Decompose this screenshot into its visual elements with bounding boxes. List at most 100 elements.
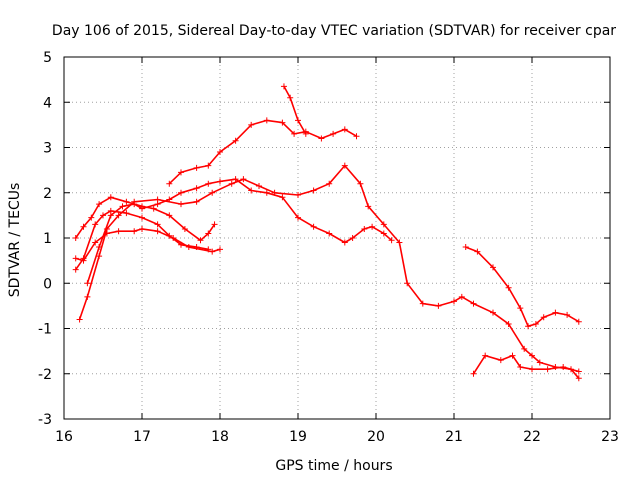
data-point bbox=[178, 169, 184, 176]
data-point bbox=[470, 370, 477, 377]
data-point bbox=[560, 363, 567, 370]
data-point bbox=[123, 198, 130, 205]
data-point bbox=[279, 119, 286, 126]
data-point bbox=[310, 223, 317, 230]
data-point bbox=[154, 201, 161, 208]
data-point bbox=[92, 239, 99, 246]
data-point bbox=[154, 221, 161, 228]
data-point bbox=[178, 241, 184, 248]
data-point bbox=[490, 264, 496, 271]
data-point bbox=[263, 189, 270, 196]
series-track-e bbox=[84, 176, 395, 287]
data-point bbox=[540, 314, 547, 321]
data-point bbox=[232, 176, 239, 183]
data-point bbox=[330, 130, 337, 137]
data-point bbox=[462, 244, 469, 251]
data-point bbox=[419, 300, 426, 307]
data-point bbox=[139, 225, 145, 232]
data-point bbox=[505, 284, 512, 291]
y-tick-label: 5 bbox=[43, 50, 52, 66]
data-point bbox=[72, 235, 79, 241]
data-point bbox=[369, 223, 376, 230]
data-point bbox=[302, 130, 309, 137]
data-point bbox=[96, 201, 103, 208]
data-point bbox=[166, 232, 173, 239]
series-line bbox=[465, 246, 580, 328]
data-point bbox=[341, 126, 348, 133]
data-point bbox=[193, 244, 200, 251]
data-point bbox=[326, 180, 333, 187]
data-point bbox=[209, 248, 216, 255]
data-point bbox=[575, 375, 582, 382]
series-track-b bbox=[72, 225, 223, 264]
data-point bbox=[291, 130, 298, 137]
data-point bbox=[115, 212, 122, 219]
data-point bbox=[154, 228, 161, 235]
y-tick-label: 1 bbox=[43, 231, 52, 247]
data-point bbox=[318, 135, 325, 142]
data-point bbox=[295, 214, 301, 221]
data-point bbox=[482, 352, 489, 359]
data-point bbox=[240, 176, 247, 183]
y-tick-label: 4 bbox=[43, 95, 52, 111]
data-point bbox=[517, 305, 524, 312]
series-track-d bbox=[76, 162, 582, 382]
data-point bbox=[193, 164, 200, 171]
data-point bbox=[84, 280, 91, 287]
data-point bbox=[361, 225, 368, 232]
data-point bbox=[131, 201, 138, 208]
data-point bbox=[517, 363, 524, 370]
series-line bbox=[283, 86, 307, 135]
data-point bbox=[451, 298, 457, 305]
data-point bbox=[217, 149, 223, 156]
x-tick-label: 22 bbox=[523, 429, 541, 445]
data-point bbox=[84, 293, 91, 300]
y-tick-label: -2 bbox=[38, 367, 52, 383]
data-point bbox=[497, 357, 504, 364]
data-point bbox=[532, 320, 539, 327]
y-tick-label: 0 bbox=[43, 276, 52, 292]
data-point bbox=[131, 228, 138, 235]
x-tick-label: 23 bbox=[601, 429, 619, 445]
data-point bbox=[228, 180, 235, 187]
data-point bbox=[205, 230, 212, 237]
data-point bbox=[341, 239, 348, 246]
data-point bbox=[178, 201, 184, 208]
data-point bbox=[193, 198, 200, 205]
data-point bbox=[217, 178, 223, 185]
data-point bbox=[193, 185, 200, 192]
data-point bbox=[76, 316, 83, 323]
data-series bbox=[72, 83, 582, 382]
y-tick-label: -1 bbox=[38, 322, 52, 338]
data-point bbox=[107, 212, 114, 219]
series-track-g bbox=[280, 83, 309, 137]
data-point bbox=[552, 309, 559, 316]
data-point bbox=[575, 368, 582, 375]
series-track-h bbox=[462, 244, 582, 330]
y-axis-title: SDTVAR / TECUs bbox=[7, 183, 23, 298]
series-track-i bbox=[470, 352, 582, 377]
series-line bbox=[75, 228, 221, 262]
data-point bbox=[166, 196, 173, 203]
data-point bbox=[181, 225, 188, 232]
data-point bbox=[435, 302, 442, 309]
data-point bbox=[287, 94, 294, 101]
data-point bbox=[575, 318, 582, 325]
data-point bbox=[529, 352, 535, 359]
x-axis-title: GPS time / hours bbox=[275, 458, 392, 474]
data-point bbox=[349, 235, 356, 241]
data-point bbox=[295, 117, 301, 124]
data-point bbox=[72, 266, 79, 273]
series-line bbox=[168, 119, 357, 185]
data-point bbox=[256, 182, 262, 189]
data-point bbox=[280, 83, 287, 90]
data-point bbox=[197, 237, 204, 244]
data-point bbox=[211, 221, 218, 228]
data-point bbox=[139, 205, 145, 212]
y-tick-label: -3 bbox=[38, 412, 52, 428]
data-point bbox=[178, 189, 184, 196]
data-point bbox=[353, 133, 360, 140]
data-point bbox=[505, 320, 512, 327]
